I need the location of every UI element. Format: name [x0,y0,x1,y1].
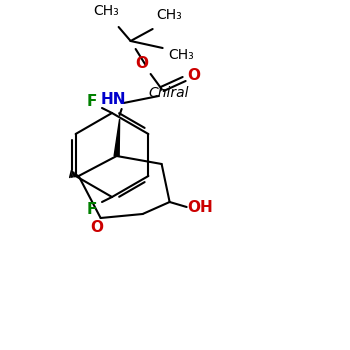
Polygon shape [114,119,120,156]
Text: F: F [87,202,97,217]
Text: HN: HN [101,91,126,106]
Text: CH₃: CH₃ [168,48,194,62]
Text: O: O [135,56,148,70]
Text: O: O [90,220,103,236]
Text: OH: OH [187,199,212,215]
Text: Chiral: Chiral [148,86,189,100]
Text: CH₃: CH₃ [93,4,119,18]
Text: CH₃: CH₃ [156,8,182,22]
Text: O: O [187,68,200,83]
Text: F: F [87,93,97,108]
